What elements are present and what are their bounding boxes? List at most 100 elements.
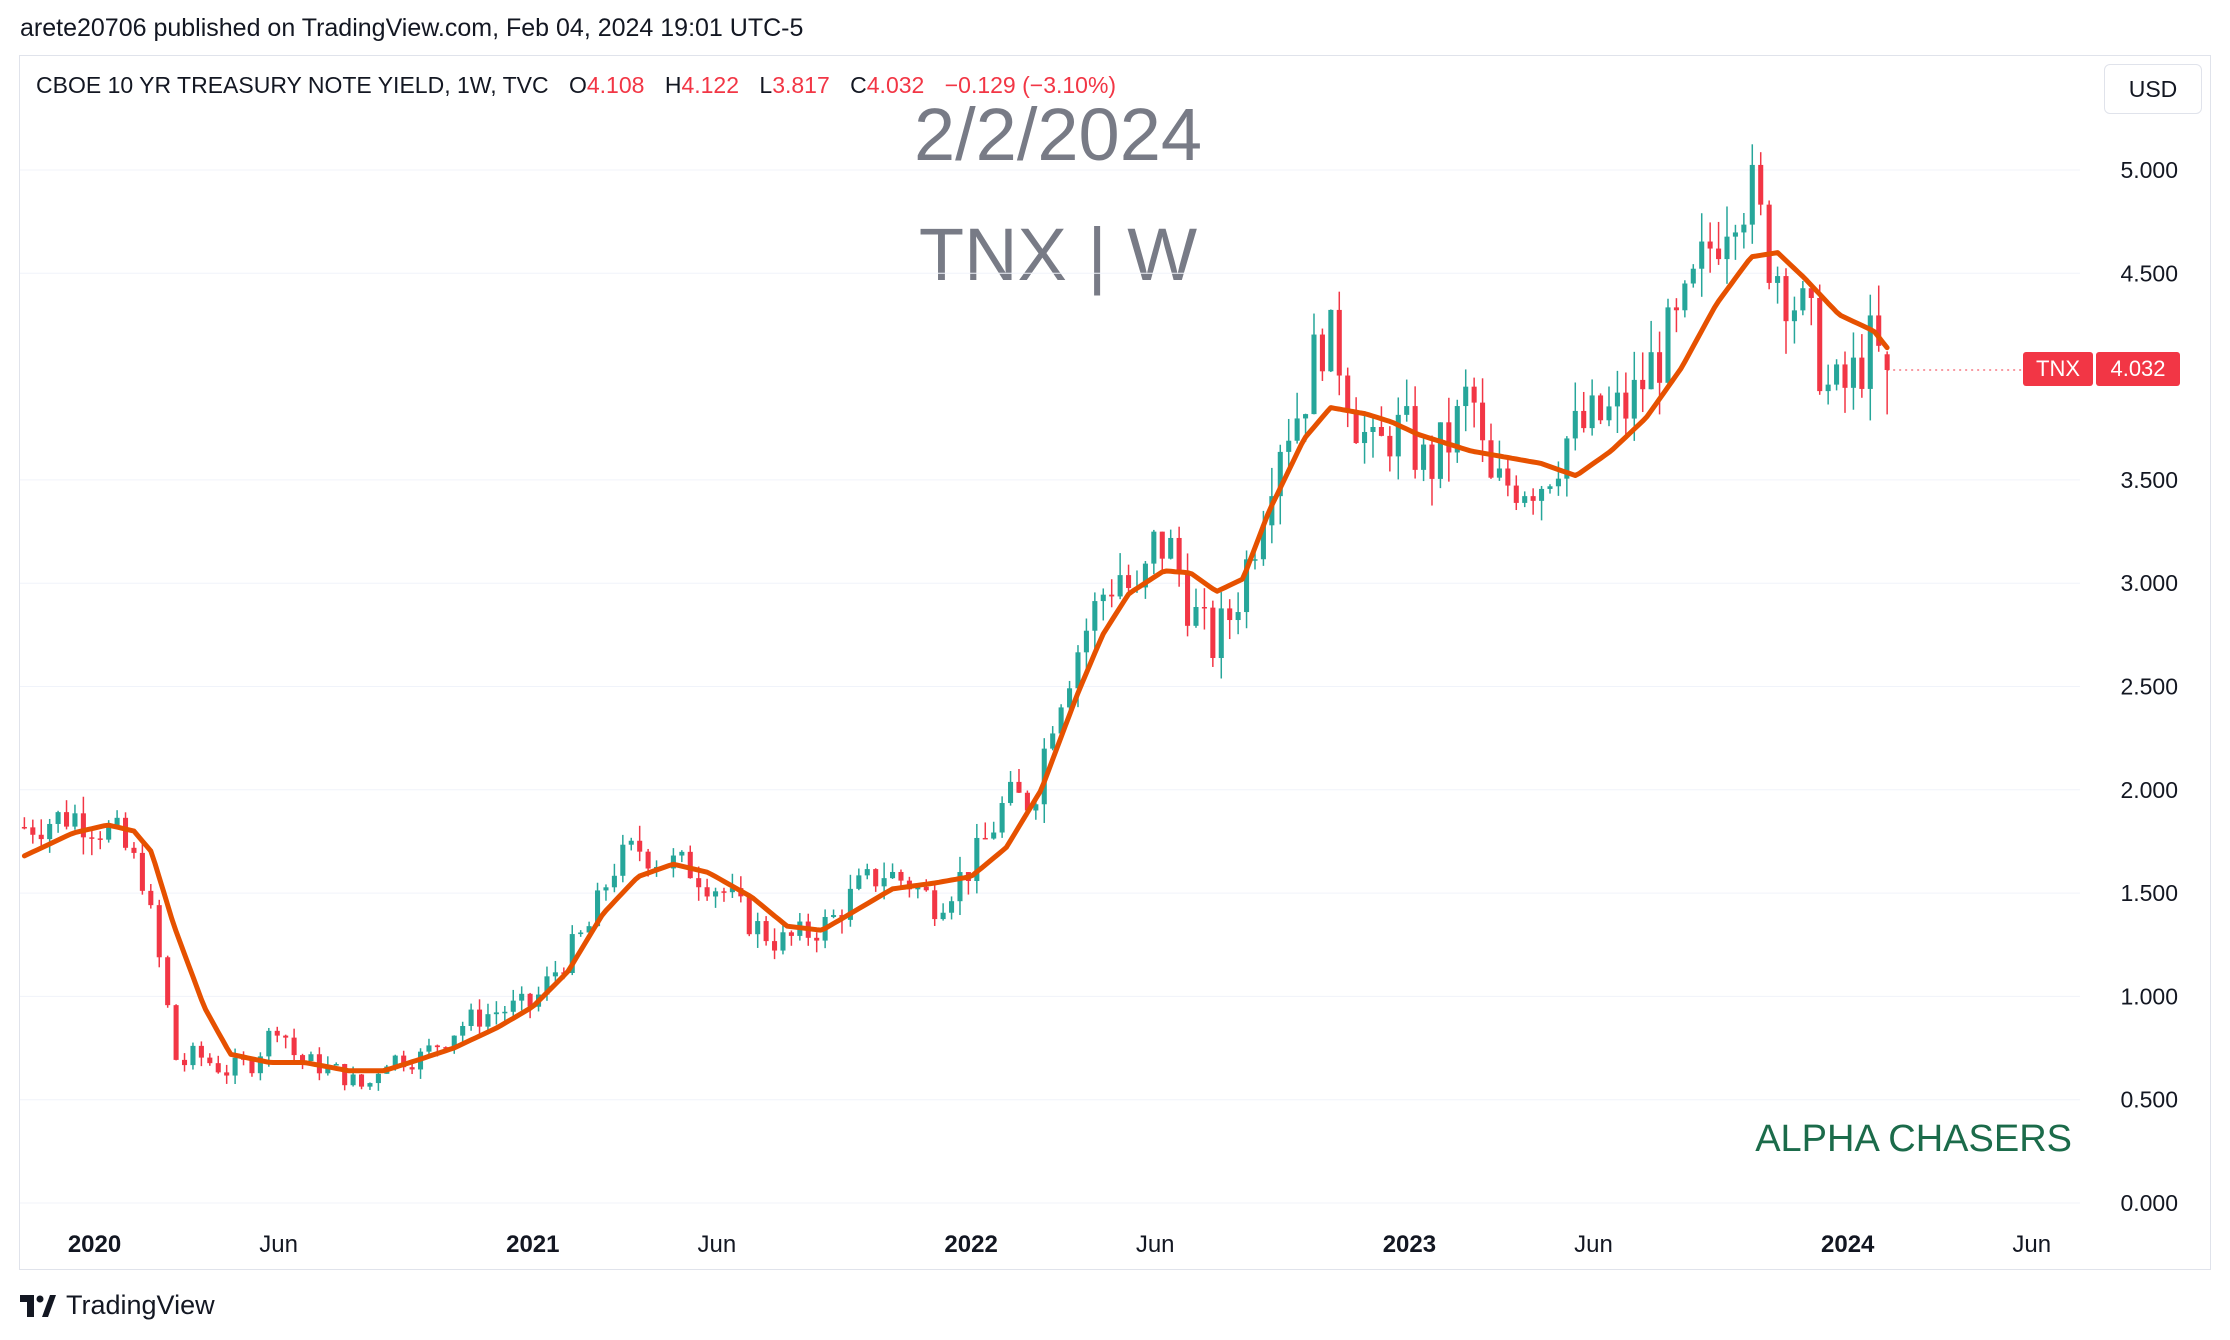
candle-body xyxy=(1606,406,1612,421)
candle-body xyxy=(21,826,27,829)
candle-body xyxy=(232,1057,238,1076)
candle-body xyxy=(603,887,609,891)
candle-body xyxy=(1808,288,1814,298)
candle-body xyxy=(1775,276,1781,283)
candle-body xyxy=(1589,395,1595,429)
candle-body xyxy=(1151,531,1157,564)
candle-body xyxy=(864,869,870,876)
candle-body xyxy=(392,1055,398,1067)
legend-low-label: L xyxy=(759,72,773,98)
candle-body xyxy=(923,886,929,891)
candle-body xyxy=(1716,248,1722,260)
legend-title[interactable]: CBOE 10 YR TREASURY NOTE YIELD, 1W, TVC xyxy=(36,72,549,98)
candle-body xyxy=(1067,688,1073,708)
candle-body xyxy=(510,1000,516,1012)
candle-body xyxy=(1876,315,1882,346)
candle-body xyxy=(1783,276,1789,322)
candle-body xyxy=(645,851,651,869)
candle-body xyxy=(300,1055,306,1062)
published-caption: arete20706 published on TradingView.com,… xyxy=(20,14,804,42)
x-tick-label: 2021 xyxy=(506,1231,559,1258)
candle-body xyxy=(1193,606,1199,626)
legend-close: 4.032 xyxy=(866,72,925,98)
candle-body xyxy=(1277,451,1283,497)
candle-body xyxy=(1176,537,1182,573)
candle-body xyxy=(1581,410,1587,429)
legend-low: 3.817 xyxy=(772,72,830,98)
candle-body xyxy=(1142,563,1148,588)
candle-body xyxy=(1168,537,1174,559)
symbol-legend: CBOE 10 YR TREASURY NOTE YIELD, 1W, TVC … xyxy=(36,72,1116,99)
candle-body xyxy=(1690,268,1696,284)
candle-body xyxy=(873,869,879,887)
currency-button[interactable]: USD xyxy=(2104,64,2202,114)
y-tick-label: 0.000 xyxy=(2120,1190,2178,1216)
candle-body xyxy=(569,934,575,973)
candle-body xyxy=(679,851,685,856)
candle-body xyxy=(1555,478,1561,487)
candle-body xyxy=(131,847,137,853)
candle-body xyxy=(190,1045,196,1066)
candle-body xyxy=(1058,707,1064,734)
candle-body xyxy=(1834,364,1840,385)
candle-body xyxy=(1218,608,1224,659)
candle-body xyxy=(401,1055,407,1068)
candle-body xyxy=(881,878,887,887)
candle-body xyxy=(578,932,584,935)
candle-body xyxy=(696,878,702,888)
candle-body xyxy=(1547,486,1553,489)
candle-body xyxy=(409,1067,415,1070)
candle-body xyxy=(940,912,946,920)
candle-body xyxy=(957,872,963,902)
candle-body xyxy=(342,1064,348,1086)
candle-body xyxy=(30,827,36,835)
candle-body xyxy=(1564,438,1570,479)
candle-body xyxy=(274,1030,280,1036)
tradingview-logo[interactable]: TradingView xyxy=(20,1290,215,1321)
candle-body xyxy=(1817,297,1823,392)
candle-body xyxy=(1185,572,1191,626)
candle-body xyxy=(1260,525,1266,560)
candle-body xyxy=(451,1035,457,1048)
candle-body xyxy=(1850,357,1856,388)
x-tick-label: 2024 xyxy=(1821,1231,1875,1258)
candle-body xyxy=(932,890,938,920)
candle-body xyxy=(477,1009,483,1027)
candle-body xyxy=(780,932,786,951)
candle-body xyxy=(1201,606,1207,609)
candle-body xyxy=(1050,733,1056,749)
candle-body xyxy=(1572,410,1578,439)
y-tick-label: 2.500 xyxy=(2120,674,2178,700)
candle-body xyxy=(1758,164,1764,205)
candle-body xyxy=(620,844,626,876)
candle-body xyxy=(350,1074,356,1086)
candle-body xyxy=(89,837,95,839)
candle-body xyxy=(1244,559,1250,613)
candle-body xyxy=(1513,485,1519,503)
y-tick-label: 3.000 xyxy=(2120,570,2178,596)
candle-body xyxy=(375,1073,381,1084)
tradingview-icon xyxy=(20,1294,56,1317)
candle-body xyxy=(207,1057,213,1064)
chart-frame xyxy=(19,55,2211,1270)
candle-body xyxy=(1800,288,1806,311)
candle-body xyxy=(333,1064,339,1066)
candle-body xyxy=(1294,418,1300,441)
candle-body xyxy=(788,932,794,936)
candle-body xyxy=(1640,379,1646,390)
candle-body xyxy=(308,1054,314,1062)
candle-body xyxy=(1117,575,1123,597)
candle-body xyxy=(637,840,643,852)
candle-body xyxy=(1100,594,1106,602)
x-tick-label: Jun xyxy=(259,1231,298,1258)
candle-body xyxy=(1016,781,1022,793)
candle-body xyxy=(729,888,735,893)
candle-body xyxy=(1353,412,1359,444)
candle-body xyxy=(1303,414,1309,419)
candle-body xyxy=(1732,232,1738,237)
candle-body xyxy=(847,888,853,920)
candle-body xyxy=(359,1074,365,1087)
candle-body xyxy=(47,823,53,840)
price-tag-symbol: TNX xyxy=(2023,352,2093,386)
